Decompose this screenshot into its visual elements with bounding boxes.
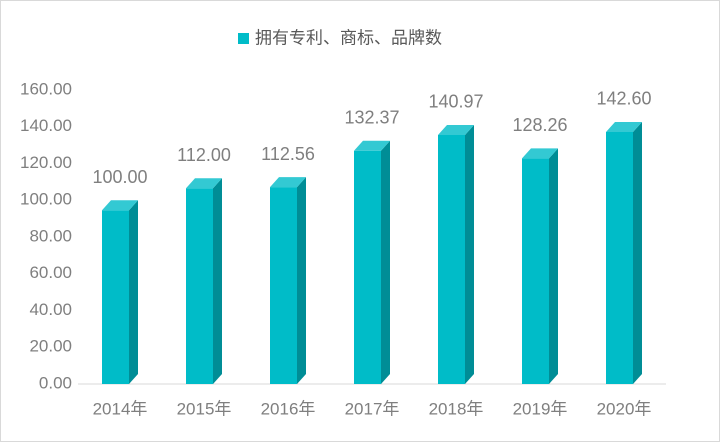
bar-side	[213, 178, 222, 384]
legend-swatch	[238, 33, 249, 44]
bar-side	[549, 148, 558, 384]
bar-top	[102, 200, 138, 211]
y-tick-label: 40.00	[29, 300, 72, 319]
value-label: 142.60	[596, 89, 651, 109]
bar-front	[606, 131, 633, 384]
bar-side	[129, 200, 138, 384]
x-tick-label: 2019年	[513, 399, 568, 418]
y-tick-label: 160.00	[20, 79, 72, 98]
y-tick-label: 0.00	[39, 373, 72, 392]
bar-top	[186, 178, 222, 189]
bar-top	[606, 121, 642, 132]
value-label: 112.00	[177, 145, 231, 165]
bar-front	[270, 187, 297, 384]
y-tick-label: 120.00	[20, 153, 72, 172]
bar-side	[381, 140, 390, 384]
bar	[522, 148, 558, 384]
value-label: 112.56	[261, 144, 315, 164]
bar-top	[270, 177, 306, 188]
x-tick-label: 2014年	[93, 399, 148, 418]
bar	[606, 121, 642, 384]
x-tick-label: 2015年	[177, 399, 232, 418]
bar-front	[438, 134, 465, 384]
bar	[354, 140, 390, 384]
bar	[186, 178, 222, 384]
x-tick-label: 2018年	[429, 399, 484, 418]
y-tick-label: 100.00	[20, 190, 72, 209]
bar-front	[354, 150, 381, 384]
bar	[270, 177, 306, 384]
bar-top	[522, 148, 558, 159]
value-label: 132.37	[344, 108, 399, 128]
y-tick-label: 60.00	[29, 263, 72, 282]
value-label: 128.26	[512, 115, 567, 135]
bar	[438, 124, 474, 385]
bar-top	[438, 124, 474, 135]
x-tick-label: 2016年	[261, 399, 316, 418]
bar-side	[633, 121, 642, 384]
bar	[102, 200, 138, 384]
x-tick-label: 2017年	[345, 399, 400, 418]
bar-side	[297, 177, 306, 384]
bar-side	[465, 124, 474, 385]
bar-front	[102, 210, 129, 384]
x-tick-label: 2020年	[597, 399, 652, 418]
legend-label: 拥有专利、商标、品牌数	[255, 28, 442, 47]
bar-front	[186, 188, 213, 384]
value-label: 140.97	[428, 92, 483, 112]
bar-front	[522, 158, 549, 384]
bar-top	[354, 140, 390, 151]
value-label: 100.00	[92, 167, 147, 187]
y-tick-label: 20.00	[29, 337, 72, 356]
y-tick-label: 140.00	[20, 116, 72, 135]
y-tick-label: 80.00	[29, 226, 72, 245]
